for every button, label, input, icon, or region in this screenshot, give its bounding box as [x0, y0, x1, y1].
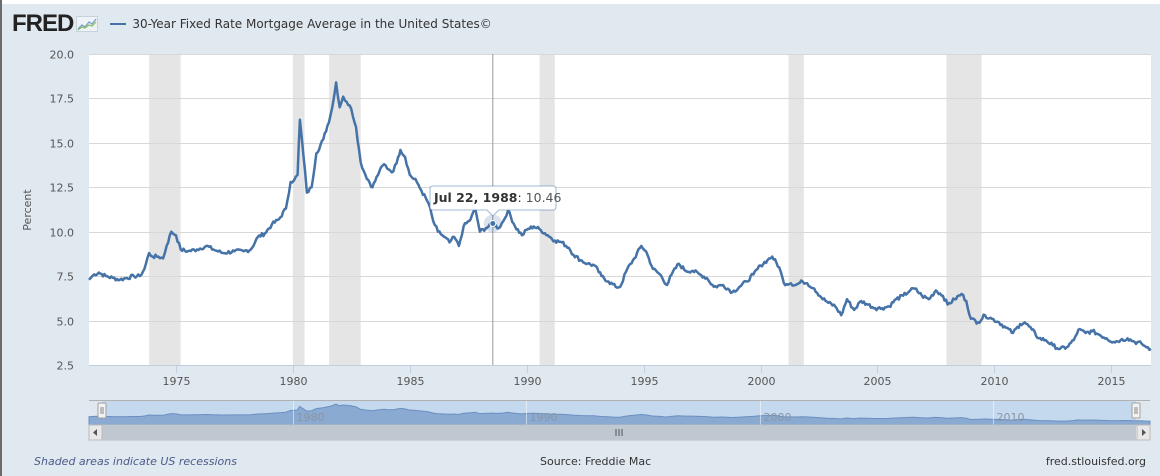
navigator-left-handle[interactable] [97, 402, 107, 419]
x-tick-label: 1975 [163, 375, 191, 388]
fred-logo[interactable]: FRED [12, 10, 74, 37]
top-strip [0, 0, 1160, 4]
source-note: Source: Freddie Mac [540, 455, 652, 468]
navigator-ticks: 1980 1990 2000 2010 [293, 400, 1025, 425]
tooltip-separator: : [517, 190, 525, 205]
tooltip: Jul 22, 1988: 10.46 [429, 185, 562, 217]
y-axis-ticks: 2.5 5.0 7.5 10.0 12.5 15.0 17.5 20.0 [50, 49, 75, 373]
x-axis-ticks: 1975 1980 1985 1990 1995 2000 2005 2010 2015 [163, 365, 1126, 388]
y-tick-label: 10.0 [50, 227, 75, 240]
navigator-tick-label: 1990 [530, 411, 558, 424]
navigator-tick-label: 2000 [764, 411, 792, 424]
navigator-right-handle[interactable] [1131, 402, 1141, 419]
y-tick-label: 17.5 [50, 93, 75, 106]
scrollbar-left-arrow[interactable] [88, 424, 103, 441]
x-tick-label: 1980 [280, 375, 308, 388]
recession-band [329, 54, 361, 365]
hover-point[interactable] [489, 220, 497, 228]
series-line[interactable] [88, 81, 1152, 352]
y-axis-label: Percent [21, 189, 34, 231]
series-title[interactable]: 30-Year Fixed Rate Mortgage Average in t… [132, 17, 492, 31]
scrollbar-thumb-grip [615, 429, 623, 436]
x-tick-label: 1990 [514, 375, 542, 388]
fred-graph-icon [76, 16, 99, 32]
y-tick-label: 2.5 [57, 360, 75, 373]
tooltip-box [429, 185, 557, 217]
navigator-tick-label: 1980 [297, 411, 325, 424]
recession-band [946, 54, 982, 365]
recession-band [292, 54, 305, 365]
y-tick-label: 12.5 [50, 182, 75, 195]
scrollbar-right-arrow[interactable] [1136, 424, 1151, 441]
y-tick-label: 20.0 [50, 49, 75, 62]
chart-header: FRED 30-Year Fixed Rate Mortgage Average… [12, 10, 492, 38]
x-tick-label: 1995 [631, 375, 659, 388]
x-tick-label: 2010 [981, 375, 1009, 388]
site-link[interactable]: fred.stlouisfed.org [1045, 455, 1146, 468]
window-left-border [0, 0, 2, 476]
tooltip-date: Jul 22, 1988 [433, 190, 517, 205]
x-tick-label: 1985 [397, 375, 425, 388]
navigator[interactable]: 1980 1990 2000 2010 [88, 400, 1151, 426]
tooltip-text: Jul 22, 1988: 10.46 [433, 190, 562, 205]
navigator-area [88, 403, 1151, 426]
scrollbar[interactable] [88, 424, 1151, 441]
x-tick-label: 2000 [748, 375, 776, 388]
legend-line-swatch [110, 23, 127, 25]
recession-band [149, 54, 181, 365]
recession-band [788, 54, 804, 365]
chart[interactable]: 2.55.07.510.012.515.017.520.0 1975 1980 19… [0, 0, 1160, 450]
x-tick-label: 2015 [1098, 375, 1126, 388]
navigator-tick-label: 2010 [997, 411, 1025, 424]
recession-note: Shaded areas indicate US recessions [34, 455, 237, 468]
tooltip-value: 10.46 [526, 190, 562, 205]
x-tick-label: 2005 [864, 375, 892, 388]
y-tick-label: 5.0 [57, 316, 75, 329]
y-tick-label: 7.5 [57, 271, 75, 284]
y-tick-label: 15.0 [50, 138, 75, 151]
